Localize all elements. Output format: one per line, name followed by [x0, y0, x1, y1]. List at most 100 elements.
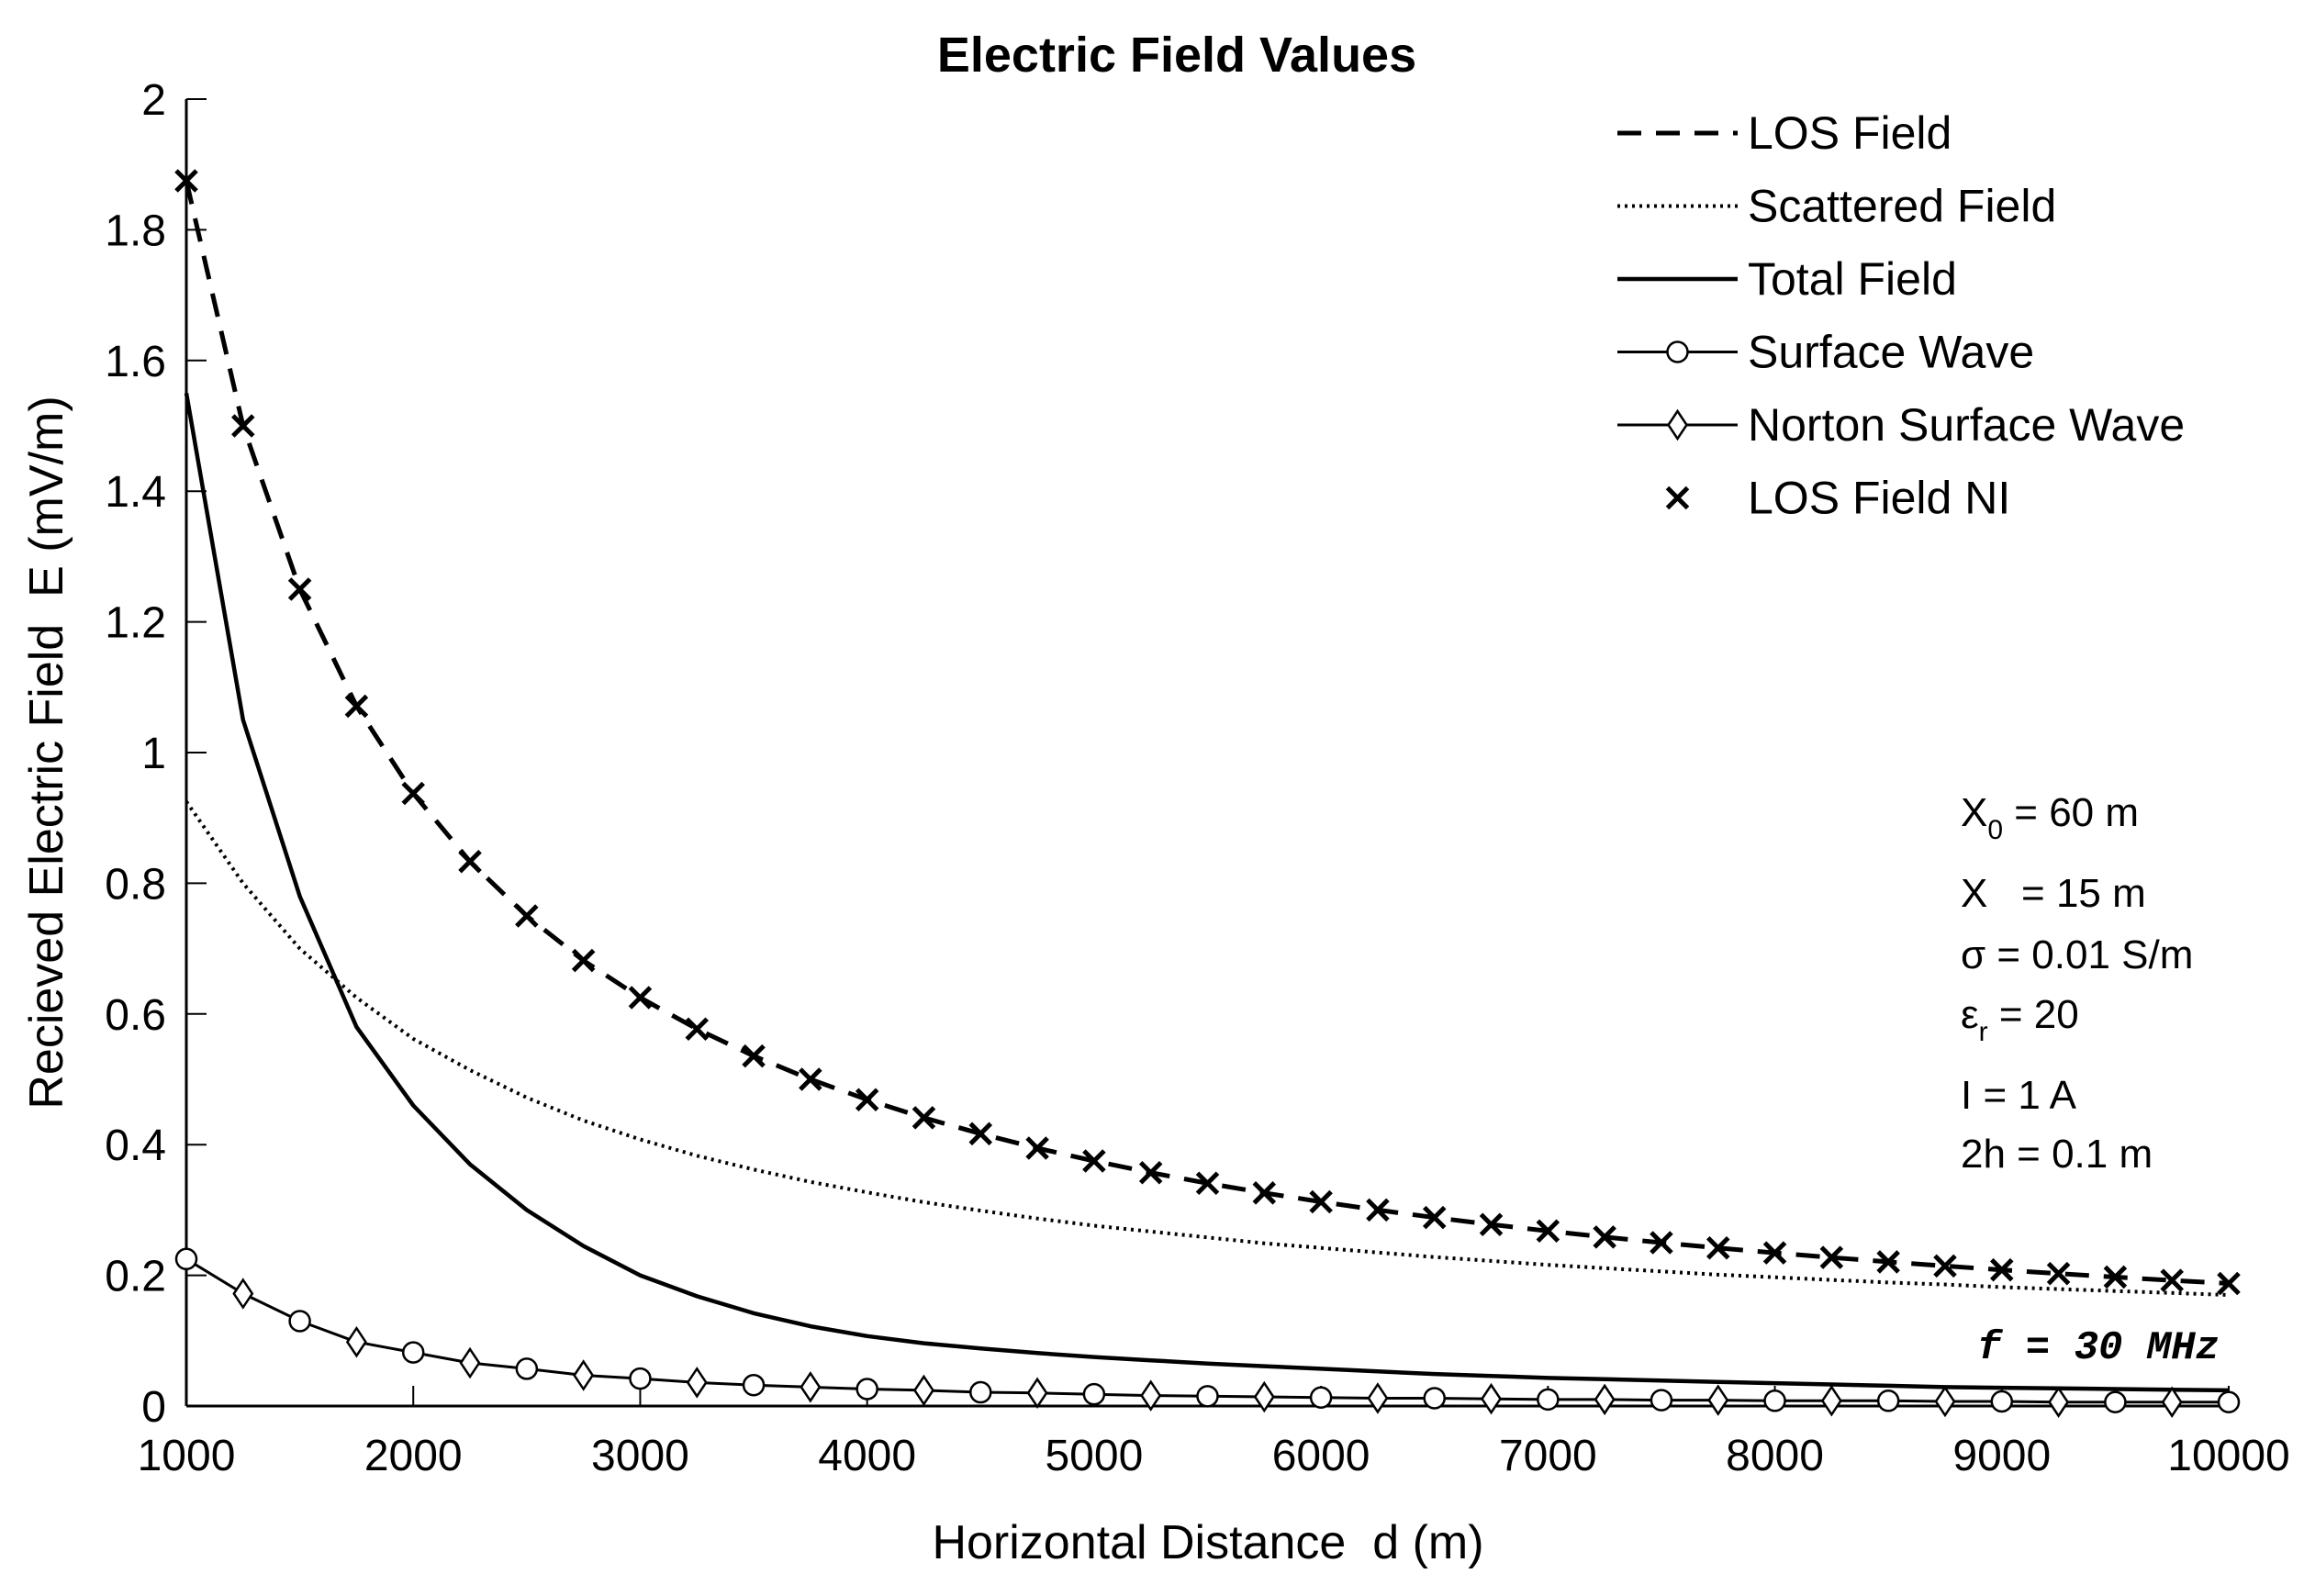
legend-entry-total-field: Total Field	[1617, 253, 1957, 305]
y-tick-label: 1.4	[105, 468, 166, 517]
surface-wave-point	[1763, 1390, 1786, 1412]
surface-wave-point	[174, 1247, 198, 1271]
surface-wave-point	[401, 1341, 425, 1364]
norton-surface-wave-point	[1140, 1379, 1162, 1412]
los-field-ni-point	[1366, 1198, 1390, 1222]
norton-surface-wave-point	[1820, 1385, 1842, 1417]
legend-marker-sample	[1665, 485, 1690, 510]
norton-surface-wave-point	[1481, 1382, 1503, 1415]
norton-surface-wave-point	[573, 1359, 595, 1391]
norton-surface-wave-point	[345, 1325, 367, 1358]
x-tick-label: 2000	[364, 1432, 463, 1480]
y-tick-label: 0.6	[105, 991, 166, 1040]
los-field-ni-point	[515, 904, 539, 928]
series-surface-wave	[174, 1247, 2241, 1413]
frequency-label: f = 30 MHz	[1977, 1325, 2220, 1371]
y-tick-label: 1	[141, 730, 166, 778]
norton-surface-wave-point	[1253, 1380, 1275, 1413]
norton-surface-wave-point	[686, 1367, 708, 1399]
legend-label: Scattered Field	[1748, 181, 2056, 232]
los-field-ni-point	[1762, 1241, 1787, 1265]
los-field-ni-point	[1082, 1149, 1106, 1173]
x-tick-label: 6000	[1272, 1432, 1370, 1480]
legend-label: LOS Field NI	[1748, 473, 2010, 524]
y-axis-label: Recieved Electric Field E (mV/m)	[20, 396, 73, 1109]
series-norton-surface-wave	[232, 1278, 2183, 1418]
los-field-ni-point	[571, 948, 596, 973]
los-field-ni-point	[231, 414, 255, 438]
los-field-ni-point	[1933, 1254, 1957, 1278]
param-x0: X0 = 60 m	[1961, 790, 2139, 845]
los-field-ni-point	[1025, 1136, 1049, 1160]
norton-surface-wave-point	[800, 1371, 822, 1403]
surface-wave-point	[1309, 1386, 1333, 1409]
los-field-ni-point	[685, 1017, 710, 1042]
y-tick-label: 1.8	[105, 206, 166, 255]
los-field-ni-point	[1819, 1245, 1844, 1269]
y-tick-label: 2	[141, 76, 166, 125]
los-field-ni-point	[1309, 1189, 1333, 1214]
legend-entry-surface-wave: Surface Wave	[1617, 327, 2034, 378]
y-tick-label: 0.8	[105, 860, 166, 909]
los-field-ni-point	[1593, 1225, 1616, 1249]
norton-surface-wave-point	[232, 1278, 254, 1310]
param-sigma: σ = 0.01 S/m	[1961, 932, 2193, 977]
param-x: X = 15 m	[1961, 871, 2146, 916]
norton-surface-wave-point	[1707, 1384, 1729, 1416]
x-tick-label: 5000	[1045, 1432, 1143, 1480]
surface-wave-point	[2104, 1390, 2127, 1413]
series-scattered-field	[185, 800, 2230, 1297]
los-field-ni-point	[799, 1067, 822, 1091]
x-tick-label: 3000	[591, 1432, 689, 1480]
los-field-ni-point	[2046, 1261, 2071, 1286]
scattered-field-line	[185, 800, 2230, 1297]
los-field-ni-point	[1252, 1181, 1277, 1205]
los-field-ni-point	[1195, 1171, 1220, 1196]
los-field-ni-point	[174, 169, 198, 193]
los-field-ni-point	[912, 1106, 936, 1130]
los-field-ni-point	[2103, 1265, 2128, 1289]
norton-surface-wave-point	[2048, 1386, 2070, 1418]
chart-title: Electric Field Values	[937, 28, 1416, 83]
legend-label: LOS Field	[1748, 107, 1952, 159]
los-field-ni-point	[1990, 1257, 2014, 1282]
parameters-annotation: X0 = 60 m X = 15 m σ = 0.01 S/m εr = 20 …	[1961, 790, 2193, 1177]
los-field-ni-point	[287, 577, 312, 601]
x-axis-label: Horizontal Distance d (m)	[932, 1516, 1483, 1569]
surface-wave-point	[742, 1373, 766, 1397]
series-los-field-ni	[174, 169, 2241, 1296]
norton-surface-wave-point	[2161, 1386, 2183, 1418]
surface-wave-point	[856, 1378, 878, 1401]
x-tick-label: 1000	[138, 1432, 236, 1480]
legend-label: Norton Surface Wave	[1748, 399, 2185, 451]
los-field-ni-point	[742, 1044, 766, 1068]
y-tick-label: 0	[141, 1383, 166, 1432]
los-field-ni-point	[2160, 1268, 2184, 1292]
surface-wave-point	[2217, 1390, 2241, 1413]
x-tick-label: 10000	[2167, 1432, 2289, 1480]
surface-wave-point	[1423, 1387, 1446, 1410]
y-ticks: 0 0.2 0.4 0.6 0.8 1 1.2 1.4 1.6 1.8 2	[105, 76, 207, 1432]
norton-surface-wave-point	[1594, 1383, 1616, 1416]
surface-wave-point	[288, 1310, 311, 1333]
param-current: I = 1 A	[1961, 1073, 2077, 1118]
y-tick-label: 1.2	[105, 599, 166, 648]
series-layer	[174, 169, 2241, 1418]
norton-surface-wave-point	[1934, 1385, 1956, 1418]
legend: LOS Field Scattered Field Total Field Surfa…	[1617, 107, 2185, 524]
los-field-ni-point	[1876, 1250, 1900, 1274]
surface-wave-point	[969, 1380, 992, 1404]
norton-surface-wave-point	[459, 1346, 481, 1379]
norton-surface-wave-point	[1026, 1377, 1048, 1410]
norton-surface-wave-point	[1367, 1382, 1389, 1414]
legend-entry-scattered-field: Scattered Field	[1617, 181, 2056, 232]
norton-surface-wave-point	[912, 1374, 934, 1407]
legend-entry-los-field-ni: LOS Field NI	[1665, 473, 2010, 524]
los-field-ni-point	[458, 849, 482, 874]
los-field-ni-point	[628, 986, 653, 1010]
los-field-ni-point	[401, 781, 425, 806]
surface-wave-point	[515, 1357, 539, 1380]
los-field-ni-point	[1536, 1219, 1560, 1244]
legend-entry-norton-surface-wave: Norton Surface Wave	[1617, 399, 2185, 451]
